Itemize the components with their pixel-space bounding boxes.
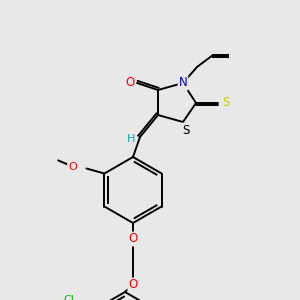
Text: O: O (128, 278, 138, 292)
Text: O: O (125, 76, 135, 89)
Text: O: O (68, 161, 77, 172)
Text: O: O (128, 232, 138, 245)
Text: S: S (182, 124, 190, 136)
Text: H: H (127, 134, 135, 144)
Text: N: N (178, 76, 188, 89)
Text: S: S (222, 97, 230, 110)
Text: Cl: Cl (63, 295, 74, 300)
